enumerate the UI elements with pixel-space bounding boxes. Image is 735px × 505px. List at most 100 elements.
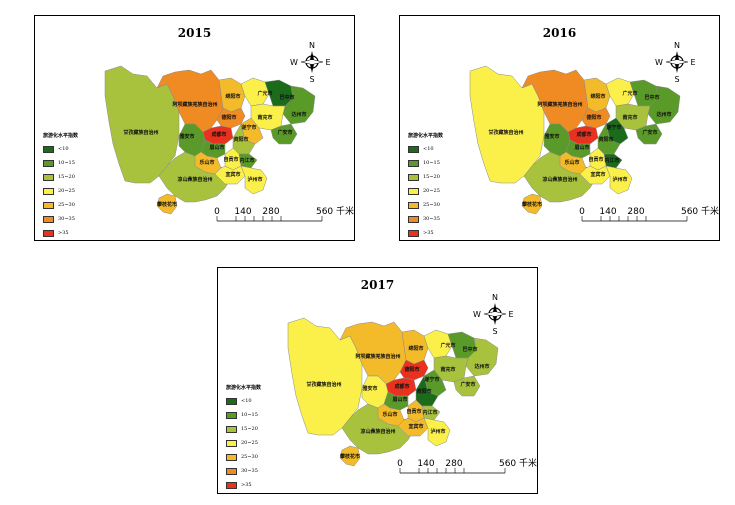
label-luzhou: 泸州市 (247, 176, 262, 183)
map-panel-2016: 甘孜藏族自治州阿坝藏族羌族自治州凉山彝族自治州攀枝花市绵阳市广元市巴中市达州市南… (399, 15, 720, 241)
legend-swatch (226, 440, 237, 447)
compass-e: E (508, 310, 513, 319)
legend-item: 10~15 (226, 408, 261, 422)
legend-swatch (43, 188, 54, 195)
legend-label: 10~15 (423, 160, 440, 166)
label-ganzi: 甘孜藏族自治州 (306, 381, 341, 388)
compass-w: W (655, 58, 663, 67)
legend-item: >35 (43, 226, 78, 240)
legend-label: 30~35 (58, 216, 75, 222)
legend-swatch (408, 216, 419, 223)
label-yibin: 宜宾市 (590, 171, 605, 178)
compass-n: N (492, 293, 498, 302)
label-liangshan: 凉山彝族自治州 (542, 176, 577, 183)
legend-swatch (226, 454, 237, 461)
legend-item: 15~20 (43, 170, 78, 184)
scale-tick-2: 280 (445, 459, 462, 469)
label-chengdu: 成都市 (211, 131, 226, 138)
scale-tick-2: 280 (262, 207, 279, 217)
legend-swatch (43, 216, 54, 223)
label-ziyang: 资阳市 (598, 136, 613, 143)
map-year-title: 2016 (400, 26, 719, 40)
legend-swatch (408, 146, 419, 153)
legend: 旅游化水平指数<1010~1515~2020~2525~3030~35>35 (226, 384, 261, 492)
label-liangshan: 凉山彝族自治州 (177, 176, 212, 183)
legend-label: >35 (241, 482, 252, 488)
label-guangan: 广安市 (460, 381, 475, 388)
label-leshan: 乐山市 (382, 411, 397, 418)
compass-s: S (674, 75, 679, 84)
scale-tick-0: 0 (579, 207, 585, 217)
label-bazhong: 巴中市 (644, 94, 659, 101)
label-nanchong: 南充市 (257, 114, 272, 121)
legend-label: 10~15 (58, 160, 75, 166)
scale-end-label: 560 千米 (499, 457, 537, 469)
label-mianyang: 绵阳市 (590, 93, 605, 100)
legend-label: 20~25 (423, 188, 440, 194)
north-arrow-icon: NSEW (290, 41, 330, 84)
label-deyang: 德阳市 (220, 114, 236, 121)
label-yaan: 雅安市 (362, 385, 377, 392)
scale-tick-2: 280 (627, 207, 644, 217)
label-yibin: 宜宾市 (225, 171, 240, 178)
label-meishan: 眉山市 (574, 144, 589, 151)
legend-item: 30~35 (43, 212, 78, 226)
legend-item: <10 (408, 142, 443, 156)
scale-tick-1: 140 (417, 459, 434, 469)
legend-label: 15~20 (241, 426, 258, 432)
legend-label: <10 (241, 398, 252, 404)
label-leshan: 乐山市 (564, 159, 579, 166)
label-ziyang: 资阳市 (416, 388, 431, 395)
scale-tick-1: 140 (599, 207, 616, 217)
legend-label: 20~25 (58, 188, 75, 194)
scale-bar: 0140280560 千米 (397, 457, 537, 473)
compass-w: W (473, 310, 481, 319)
label-chengdu: 成都市 (394, 383, 409, 390)
legend-label: 25~30 (423, 202, 440, 208)
legend-item: 20~25 (408, 184, 443, 198)
legend-label: 25~30 (58, 202, 75, 208)
legend-swatch (408, 188, 419, 195)
map-svg: 甘孜藏族自治州阿坝藏族羌族自治州凉山彝族自治州攀枝花市绵阳市广元市巴中市达州市南… (218, 268, 537, 492)
legend-title: 旅游化水平指数 (226, 384, 261, 391)
compass-n: N (674, 41, 680, 50)
legend-item: 25~30 (43, 198, 78, 212)
label-guangan: 广安市 (642, 129, 657, 136)
map-year-title: 2015 (35, 26, 354, 40)
legend-label: 15~20 (58, 174, 75, 180)
label-neijiang: 内江市 (422, 409, 437, 416)
label-deyang: 德阳市 (585, 114, 601, 121)
legend-item: 25~30 (408, 198, 443, 212)
label-neijiang: 内江市 (239, 157, 254, 164)
legend-swatch (226, 426, 237, 433)
label-panzhihua: 攀枝花市 (339, 453, 360, 460)
label-dazhou: 达州市 (291, 111, 306, 118)
label-dazhou: 达州市 (474, 363, 489, 370)
legend-swatch (408, 160, 419, 167)
legend-swatch (43, 202, 54, 209)
legend: 旅游化水平指数<1010~1515~2020~2525~3030~35>35 (408, 132, 443, 240)
label-meishan: 眉山市 (209, 144, 224, 151)
compass-n: N (309, 41, 315, 50)
label-bazhong: 巴中市 (279, 94, 294, 101)
label-zigong: 自贡市 (223, 156, 238, 163)
label-ziyang: 资阳市 (233, 136, 248, 143)
legend-item: 20~25 (43, 184, 78, 198)
label-zigong: 自贡市 (406, 408, 421, 415)
label-neijiang: 内江市 (604, 157, 619, 164)
legend-item: <10 (226, 394, 261, 408)
legend-swatch (226, 482, 237, 489)
legend-swatch (226, 398, 237, 405)
legend-item: 30~35 (226, 464, 261, 478)
legend-swatch (408, 230, 419, 237)
map-svg: 甘孜藏族自治州阿坝藏族羌族自治州凉山彝族自治州攀枝花市绵阳市广元市巴中市达州市南… (400, 16, 719, 240)
label-aba: 阿坝藏族羌族自治州 (355, 353, 400, 360)
legend-label: 15~20 (423, 174, 440, 180)
legend-label: >35 (58, 230, 69, 236)
legend-item: 30~35 (408, 212, 443, 226)
label-suining: 遂宁市 (606, 124, 621, 131)
label-bazhong: 巴中市 (462, 346, 477, 353)
legend-label: >35 (423, 230, 434, 236)
label-meishan: 眉山市 (392, 396, 407, 403)
label-luzhou: 泸州市 (612, 176, 627, 183)
